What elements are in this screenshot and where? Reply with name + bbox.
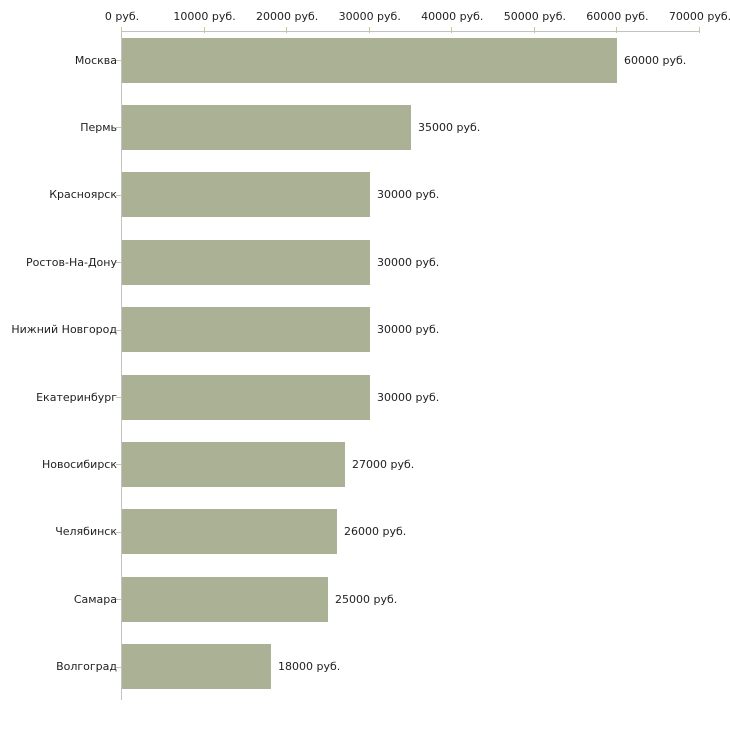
x-axis-tick xyxy=(616,27,617,33)
category-label: Пермь xyxy=(80,120,117,134)
y-axis-tick xyxy=(116,599,121,600)
bar xyxy=(122,239,370,285)
bar-value-label: 30000 руб. xyxy=(377,188,440,202)
bar xyxy=(122,509,337,555)
category-label: Новосибирск xyxy=(41,457,117,471)
bar xyxy=(122,307,370,353)
category-label: Красноярск xyxy=(49,188,117,202)
bar-value-label: 18000 руб. xyxy=(278,660,341,674)
y-axis-tick xyxy=(116,330,121,331)
bar xyxy=(122,644,271,690)
x-axis-tick xyxy=(369,27,370,33)
x-axis-tick-label: 10000 руб. xyxy=(173,10,236,23)
x-axis-tick xyxy=(121,27,122,33)
y-axis-tick xyxy=(116,397,121,398)
bar-value-label: 60000 руб. xyxy=(624,53,687,67)
category-label: Волгоград xyxy=(56,660,117,674)
bar-value-label: 30000 руб. xyxy=(377,255,440,269)
category-label: Екатеринбург xyxy=(36,390,117,404)
y-axis-tick xyxy=(116,464,121,465)
y-axis-tick xyxy=(116,195,121,196)
bar xyxy=(122,576,328,622)
x-axis-tick-label: 70000 руб. xyxy=(668,10,730,23)
x-axis-tick-label: 30000 руб. xyxy=(338,10,401,23)
x-axis-tick xyxy=(286,27,287,33)
x-axis-tick xyxy=(699,27,700,33)
bar-value-label: 35000 руб. xyxy=(418,120,481,134)
bar xyxy=(122,172,370,218)
y-axis-tick xyxy=(116,262,121,263)
bar-value-label: 26000 руб. xyxy=(344,525,407,539)
x-axis-tick-label: 40000 руб. xyxy=(421,10,484,23)
y-axis-tick xyxy=(116,127,121,128)
x-axis-tick-label: 20000 руб. xyxy=(256,10,319,23)
bar xyxy=(122,374,370,420)
x-axis-line xyxy=(121,31,700,32)
category-label: Челябинск xyxy=(55,525,117,539)
x-axis-tick xyxy=(204,27,205,33)
category-label: Нижний Новгород xyxy=(11,323,117,337)
bar-value-label: 30000 руб. xyxy=(377,390,440,404)
category-label: Самара xyxy=(73,592,117,606)
bar xyxy=(122,37,617,83)
bar-value-label: 25000 руб. xyxy=(335,592,398,606)
category-label: Москва xyxy=(74,53,117,67)
y-axis-line xyxy=(121,31,122,700)
bar-value-label: 30000 руб. xyxy=(377,323,440,337)
x-axis-tick-label: 0 руб. xyxy=(104,10,140,23)
x-axis-tick-label: 60000 руб. xyxy=(586,10,649,23)
y-axis-tick xyxy=(116,667,121,668)
bar-value-label: 27000 руб. xyxy=(352,457,415,471)
x-axis-tick-label: 50000 руб. xyxy=(503,10,566,23)
category-label: Ростов-На-Дону xyxy=(25,255,117,269)
x-axis-tick xyxy=(534,27,535,33)
bar xyxy=(122,441,345,487)
bar xyxy=(122,104,411,150)
y-axis-tick xyxy=(116,60,121,61)
x-axis-tick xyxy=(451,27,452,33)
y-axis-tick xyxy=(116,532,121,533)
